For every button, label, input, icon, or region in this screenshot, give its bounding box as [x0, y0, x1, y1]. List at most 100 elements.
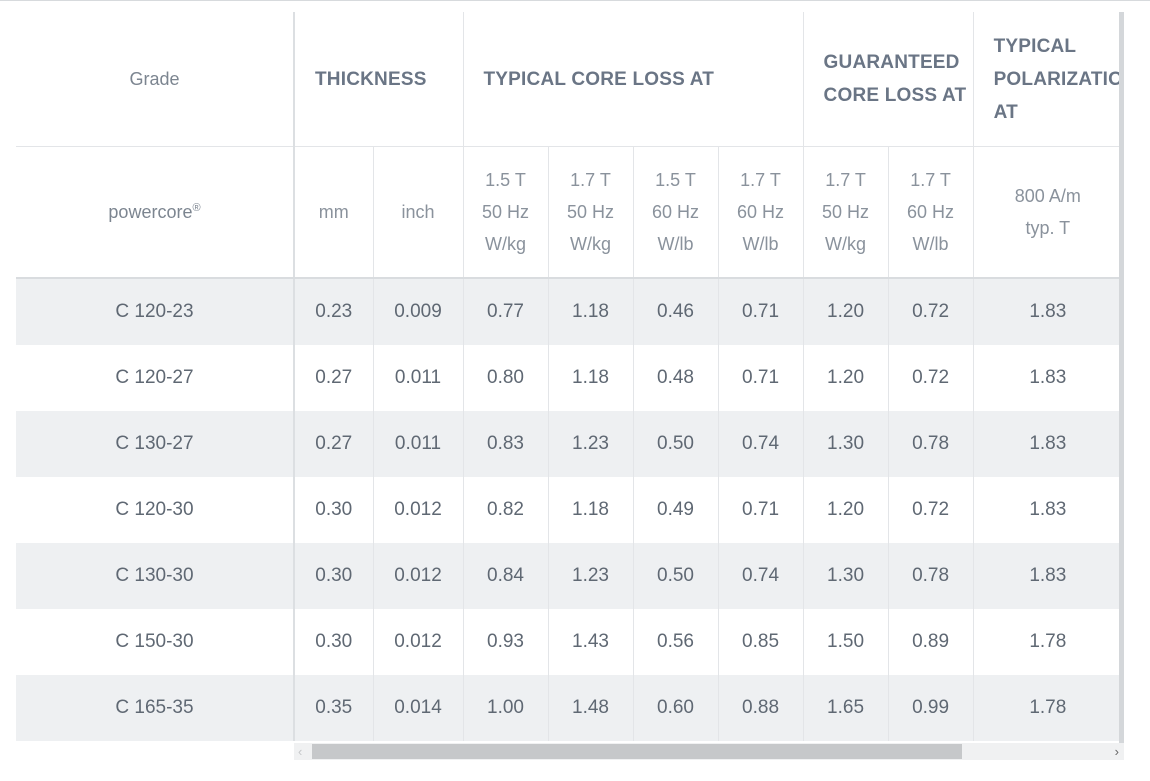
thickness-inch-cell: 0.011 — [373, 345, 464, 411]
thickness-inch-cell: 0.011 — [373, 411, 464, 477]
loss-1-5t-50hz-cell: 0.83 — [463, 411, 549, 477]
flux-label: 1.5 T — [485, 170, 526, 190]
polarization-cell: 1.83 — [973, 543, 1123, 609]
table-row: C 120-30 0.30 0.012 0.82 1.18 0.49 0.71 1.20 0.7… — [16, 477, 1123, 543]
loss-1-5t-50hz-cell: 0.84 — [463, 543, 549, 609]
guaranteed-core-loss-line2: CORE LOSS AT — [823, 85, 967, 106]
loss-1-5t-50hz-cell: 0.77 — [463, 278, 549, 345]
loss-1-7t-50hz-cell: 1.18 — [548, 345, 634, 411]
loss-1-7t-50hz-cell: 1.23 — [548, 543, 634, 609]
thickness-mm-cell: 0.27 — [294, 345, 374, 411]
thickness-header: THICKNESS — [294, 12, 464, 147]
flux-label: 1.7 T — [570, 170, 611, 190]
grade-header: Grade — [16, 12, 295, 147]
thickness-mm-cell: 0.23 — [294, 278, 374, 345]
loss-1-5t-60hz-cell: 0.48 — [633, 345, 719, 411]
guaranteed-1-7t-60hz-cell: 0.72 — [888, 345, 974, 411]
unit-label: W/kg — [825, 234, 867, 254]
polarization-cell: 1.83 — [973, 345, 1123, 411]
unit-label: W/kg — [569, 234, 611, 254]
grade-cell: C 130-30 — [16, 543, 295, 609]
polarization-col-header: 800 A/m typ. T — [973, 146, 1123, 279]
freq-label: 50 Hz — [566, 202, 615, 222]
typical-polarization-line1: TYPICAL — [993, 35, 1077, 57]
guaranteed-1-7t-50hz-cell: 1.30 — [803, 543, 889, 609]
thickness-inch-cell: 0.014 — [373, 675, 464, 741]
table-row: C 130-30 0.30 0.012 0.84 1.23 0.50 0.74 1.30 0.7… — [16, 543, 1123, 609]
loss-col-header: 1.7 T 60 Hz W/lb — [888, 146, 974, 279]
guaranteed-1-7t-50hz-cell: 1.20 — [803, 278, 889, 345]
grades-table: Grade THICKNESS TYPICAL CORE LOSS AT GUA… — [16, 12, 1124, 741]
top-divider — [0, 0, 1150, 1]
guaranteed-1-7t-60hz-cell: 0.99 — [888, 675, 974, 741]
thickness-mm-cell: 0.30 — [294, 477, 374, 543]
thickness-mm-cell: 0.35 — [294, 675, 374, 741]
loss-col-header: 1.7 T 50 Hz W/kg — [803, 146, 889, 279]
loss-1-7t-60hz-cell: 0.71 — [718, 345, 804, 411]
brand-name: powercore — [108, 201, 193, 222]
polarization-cell: 1.83 — [973, 477, 1123, 543]
loss-col-header: 1.7 T 50 Hz W/kg — [548, 146, 634, 279]
loss-1-7t-60hz-cell: 0.74 — [718, 543, 804, 609]
loss-1-5t-50hz-cell: 1.00 — [463, 675, 549, 741]
scroll-left-arrow-icon[interactable]: ‹ — [298, 744, 303, 759]
flux-label: 1.7 T — [910, 170, 951, 190]
loss-1-7t-60hz-cell: 0.88 — [718, 675, 804, 741]
grade-cell: C 150-30 — [16, 609, 295, 675]
scroll-right-arrow-icon[interactable]: › — [1114, 744, 1119, 759]
guaranteed-1-7t-60hz-cell: 0.89 — [888, 609, 974, 675]
loss-col-header: 1.7 T 60 Hz W/lb — [718, 146, 804, 279]
loss-1-5t-60hz-cell: 0.46 — [633, 278, 719, 345]
loss-1-7t-50hz-cell: 1.48 — [548, 675, 634, 741]
unit-label: W/lb — [912, 234, 949, 254]
table-row: C 120-23 0.23 0.009 0.77 1.18 0.46 0.71 1.20 0.7… — [16, 278, 1123, 345]
thickness-inch-cell: 0.012 — [373, 609, 464, 675]
registered-mark: ® — [192, 201, 201, 214]
mm-header: mm — [294, 146, 374, 279]
loss-1-7t-50hz-cell: 1.43 — [548, 609, 634, 675]
thickness-mm-cell: 0.27 — [294, 411, 374, 477]
polarization-cell: 1.78 — [973, 609, 1123, 675]
guaranteed-1-7t-50hz-cell: 1.30 — [803, 411, 889, 477]
loss-1-7t-60hz-cell: 0.71 — [718, 477, 804, 543]
loss-1-5t-60hz-cell: 0.49 — [633, 477, 719, 543]
thickness-inch-cell: 0.012 — [373, 543, 464, 609]
table-body: C 120-23 0.23 0.009 0.77 1.18 0.46 0.71 1.20 0.7… — [16, 278, 1123, 741]
table-row: C 120-27 0.27 0.011 0.80 1.18 0.48 0.71 1.20 0.7… — [16, 345, 1123, 411]
loss-1-5t-60hz-cell: 0.56 — [633, 609, 719, 675]
typical-polarization-line3: AT — [993, 101, 1018, 123]
loss-1-7t-60hz-cell: 0.74 — [718, 411, 804, 477]
loss-col-header: 1.5 T 50 Hz W/kg — [463, 146, 549, 279]
scrollbar-thumb[interactable] — [312, 744, 962, 759]
guaranteed-1-7t-60hz-cell: 0.72 — [888, 278, 974, 345]
polarization-cell: 1.78 — [973, 675, 1123, 741]
guaranteed-1-7t-60hz-cell: 0.78 — [888, 411, 974, 477]
loss-1-5t-60hz-cell: 0.50 — [633, 543, 719, 609]
thickness-inch-cell: 0.012 — [373, 477, 464, 543]
field-label: 800 A/m — [1014, 186, 1081, 206]
guaranteed-1-7t-50hz-cell: 1.65 — [803, 675, 889, 741]
table-scroll-container[interactable]: Grade THICKNESS TYPICAL CORE LOSS AT GUA… — [16, 12, 1124, 743]
thickness-mm-cell: 0.30 — [294, 543, 374, 609]
inch-header: inch — [373, 146, 464, 279]
freq-label: 60 Hz — [737, 202, 785, 222]
guaranteed-core-loss-header: GUARANTEED CORE LOSS AT — [803, 12, 974, 147]
guaranteed-1-7t-50hz-cell: 1.20 — [803, 477, 889, 543]
vertical-scrollbar-edge — [1119, 12, 1124, 743]
polarization-cell: 1.83 — [973, 411, 1123, 477]
guaranteed-1-7t-60hz-cell: 0.72 — [888, 477, 974, 543]
loss-col-header: 1.5 T 60 Hz W/lb — [633, 146, 719, 279]
grade-cell: C 120-27 — [16, 345, 295, 411]
horizontal-scrollbar[interactable]: ‹ › — [294, 743, 1124, 760]
grade-cell: C 120-23 — [16, 278, 295, 345]
grade-cell: C 120-30 — [16, 477, 295, 543]
flux-label: 1.7 T — [825, 170, 866, 190]
typical-core-loss-header: TYPICAL CORE LOSS AT — [463, 12, 804, 147]
loss-1-7t-60hz-cell: 0.85 — [718, 609, 804, 675]
polarization-cell: 1.83 — [973, 278, 1123, 345]
loss-1-7t-50hz-cell: 1.18 — [548, 477, 634, 543]
freq-label: 60 Hz — [907, 202, 955, 222]
table-row: C 150-30 0.30 0.012 0.93 1.43 0.56 0.85 1.50 0.8… — [16, 609, 1123, 675]
loss-1-7t-50hz-cell: 1.18 — [548, 278, 634, 345]
loss-1-5t-50hz-cell: 0.93 — [463, 609, 549, 675]
